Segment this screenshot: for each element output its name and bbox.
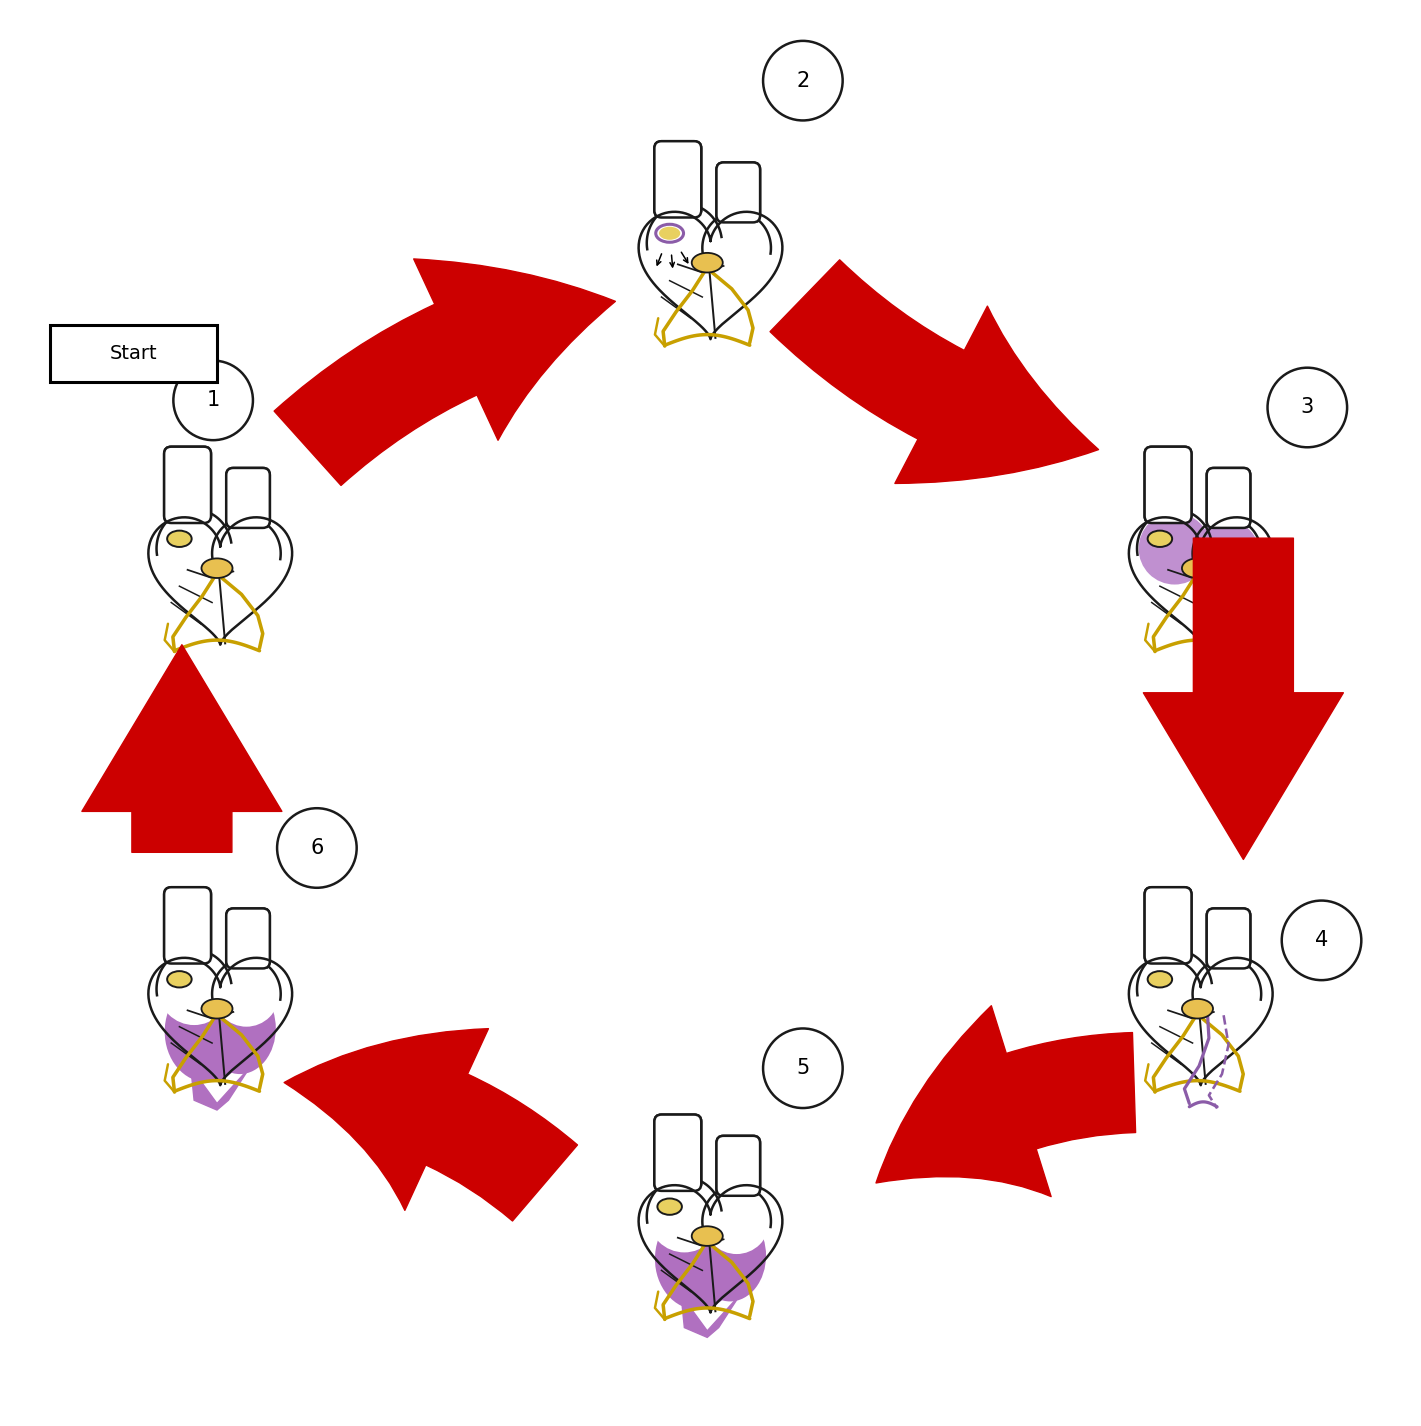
Ellipse shape [648,1181,720,1252]
Ellipse shape [703,215,769,281]
Ellipse shape [655,1208,740,1309]
Ellipse shape [703,1189,769,1253]
FancyBboxPatch shape [226,908,270,968]
FancyArrowPatch shape [770,260,1098,483]
Circle shape [173,361,253,441]
Ellipse shape [655,224,684,242]
Ellipse shape [1148,971,1172,987]
FancyBboxPatch shape [226,908,270,968]
Ellipse shape [168,971,192,987]
Ellipse shape [625,1156,796,1336]
Polygon shape [1171,1068,1231,1109]
FancyArrowPatch shape [82,645,281,853]
Text: 5: 5 [796,1058,810,1078]
FancyBboxPatch shape [716,1137,760,1196]
Ellipse shape [1185,983,1256,1074]
FancyBboxPatch shape [654,1115,701,1191]
Ellipse shape [135,928,306,1108]
Ellipse shape [1182,998,1214,1018]
Polygon shape [190,1068,250,1109]
FancyBboxPatch shape [654,1115,701,1191]
FancyBboxPatch shape [1206,908,1250,968]
Ellipse shape [202,559,233,578]
Polygon shape [681,321,740,364]
Text: 2: 2 [796,71,810,91]
Ellipse shape [692,1226,723,1246]
Circle shape [763,1028,843,1108]
Text: 6: 6 [310,838,324,858]
FancyBboxPatch shape [1144,887,1192,964]
Ellipse shape [213,961,279,1027]
Text: 4: 4 [1314,930,1329,950]
FancyBboxPatch shape [1206,908,1250,968]
FancyBboxPatch shape [165,887,212,964]
Ellipse shape [658,1198,682,1215]
Ellipse shape [158,512,230,585]
FancyArrowPatch shape [274,260,615,485]
Ellipse shape [158,953,230,1025]
Ellipse shape [655,235,740,337]
Circle shape [763,41,843,120]
Ellipse shape [165,981,250,1082]
Text: Start: Start [109,344,158,364]
Text: 1: 1 [206,391,220,411]
Polygon shape [190,627,250,670]
Ellipse shape [695,1209,766,1302]
Ellipse shape [135,488,306,667]
Ellipse shape [1145,540,1231,642]
Polygon shape [681,1295,740,1338]
FancyBboxPatch shape [165,887,212,964]
FancyBboxPatch shape [716,163,760,222]
Ellipse shape [1115,928,1286,1108]
FancyArrowPatch shape [1144,538,1343,860]
Ellipse shape [625,183,796,362]
Circle shape [1282,901,1361,980]
FancyArrowPatch shape [284,1028,577,1221]
Circle shape [277,809,357,888]
Ellipse shape [1148,530,1172,548]
Ellipse shape [1138,953,1211,1025]
FancyBboxPatch shape [1144,887,1192,964]
Ellipse shape [168,530,192,548]
Ellipse shape [202,998,233,1018]
Ellipse shape [1138,512,1211,585]
FancyBboxPatch shape [165,446,212,523]
FancyBboxPatch shape [716,163,760,222]
Ellipse shape [213,520,279,586]
FancyBboxPatch shape [1144,446,1192,523]
Ellipse shape [165,540,250,642]
FancyBboxPatch shape [654,141,701,218]
Ellipse shape [1145,981,1231,1082]
FancyBboxPatch shape [50,325,217,382]
Ellipse shape [692,252,723,272]
Ellipse shape [205,983,276,1074]
Ellipse shape [1194,961,1259,1027]
Ellipse shape [1185,542,1256,633]
FancyArrowPatch shape [875,1005,1135,1196]
FancyBboxPatch shape [654,141,701,218]
Polygon shape [1171,627,1231,670]
Ellipse shape [659,227,681,240]
Ellipse shape [695,237,766,328]
FancyBboxPatch shape [165,446,212,523]
Circle shape [1268,368,1347,448]
FancyBboxPatch shape [1144,446,1192,523]
Ellipse shape [648,207,720,279]
FancyBboxPatch shape [226,468,270,528]
FancyBboxPatch shape [716,1137,760,1196]
Text: 3: 3 [1300,398,1314,418]
FancyBboxPatch shape [1206,468,1250,528]
FancyBboxPatch shape [226,468,270,528]
Ellipse shape [205,542,276,633]
Ellipse shape [1182,559,1214,578]
Ellipse shape [1115,488,1286,667]
Ellipse shape [1194,520,1259,586]
FancyBboxPatch shape [1206,468,1250,528]
